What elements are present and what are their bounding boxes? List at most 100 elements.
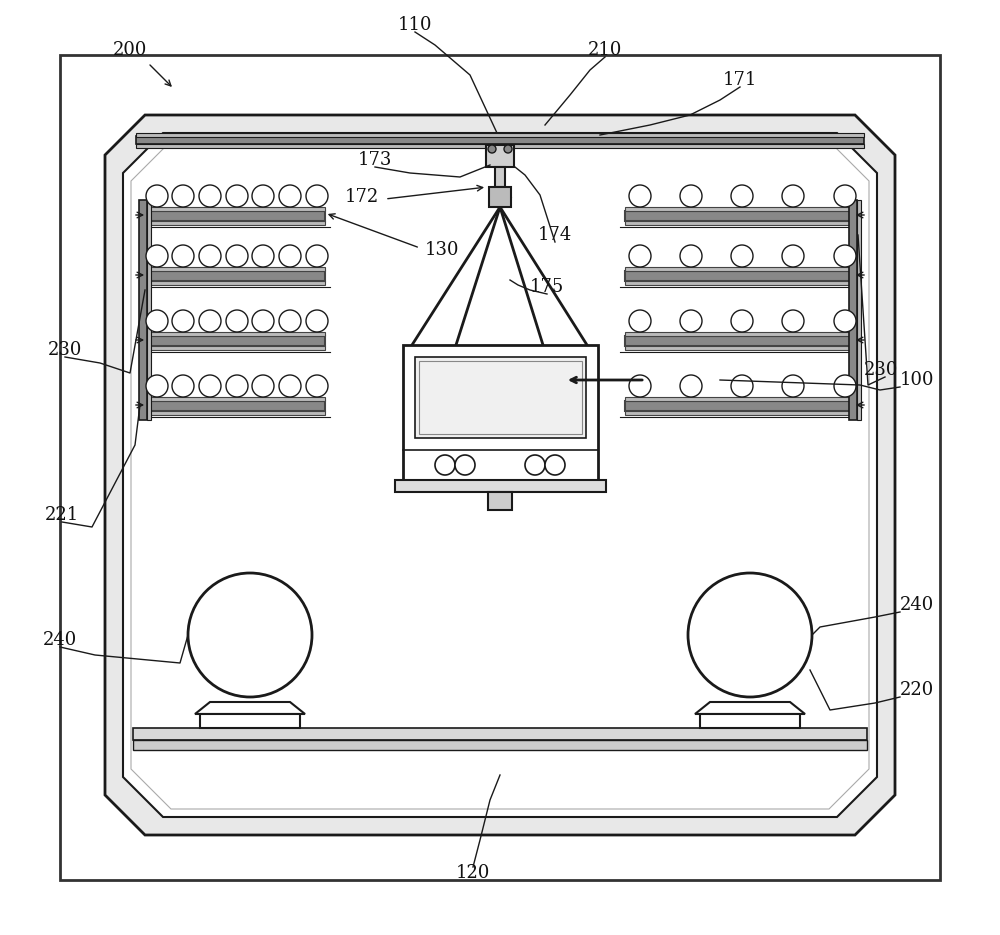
Polygon shape	[145, 207, 325, 211]
Circle shape	[525, 455, 545, 475]
Polygon shape	[403, 345, 598, 480]
Polygon shape	[145, 346, 325, 350]
Circle shape	[834, 185, 856, 207]
Circle shape	[504, 145, 512, 153]
Circle shape	[834, 310, 856, 332]
Circle shape	[146, 245, 168, 267]
Circle shape	[172, 375, 194, 397]
Polygon shape	[849, 200, 857, 420]
Circle shape	[629, 185, 651, 207]
Polygon shape	[145, 411, 325, 415]
Circle shape	[279, 185, 301, 207]
Polygon shape	[105, 115, 895, 835]
Polygon shape	[415, 357, 586, 438]
Polygon shape	[625, 281, 855, 285]
Circle shape	[435, 455, 455, 475]
Circle shape	[629, 245, 651, 267]
Circle shape	[279, 310, 301, 332]
Polygon shape	[625, 211, 855, 221]
Circle shape	[545, 455, 565, 475]
Circle shape	[226, 375, 248, 397]
Circle shape	[680, 310, 702, 332]
Circle shape	[252, 375, 274, 397]
Polygon shape	[145, 401, 325, 411]
Polygon shape	[857, 200, 861, 420]
Text: 200: 200	[113, 41, 147, 59]
Polygon shape	[136, 136, 864, 144]
Circle shape	[731, 310, 753, 332]
Circle shape	[252, 310, 274, 332]
Polygon shape	[625, 267, 855, 271]
Text: 120: 120	[456, 864, 490, 882]
Polygon shape	[625, 207, 855, 211]
Circle shape	[199, 375, 221, 397]
Polygon shape	[625, 346, 855, 350]
Text: 174: 174	[538, 226, 572, 244]
Polygon shape	[133, 740, 867, 750]
Text: 220: 220	[900, 681, 934, 699]
Polygon shape	[145, 397, 325, 401]
Polygon shape	[488, 492, 512, 510]
Circle shape	[782, 310, 804, 332]
Polygon shape	[136, 133, 864, 137]
Polygon shape	[195, 702, 305, 714]
Circle shape	[782, 245, 804, 267]
Circle shape	[226, 245, 248, 267]
Circle shape	[680, 375, 702, 397]
Polygon shape	[625, 271, 855, 281]
Circle shape	[306, 375, 328, 397]
Polygon shape	[489, 187, 511, 207]
Circle shape	[279, 245, 301, 267]
Circle shape	[306, 185, 328, 207]
Circle shape	[199, 245, 221, 267]
Circle shape	[199, 310, 221, 332]
Polygon shape	[145, 267, 325, 271]
Polygon shape	[123, 133, 877, 817]
Polygon shape	[486, 145, 514, 167]
Polygon shape	[625, 411, 855, 415]
Circle shape	[680, 185, 702, 207]
Polygon shape	[625, 401, 855, 411]
Circle shape	[455, 455, 475, 475]
Polygon shape	[145, 211, 325, 221]
Polygon shape	[395, 480, 606, 492]
Polygon shape	[145, 271, 325, 281]
Circle shape	[199, 185, 221, 207]
Circle shape	[306, 245, 328, 267]
Circle shape	[172, 185, 194, 207]
Text: 172: 172	[345, 188, 379, 206]
Text: 230: 230	[48, 341, 82, 359]
Text: 240: 240	[900, 596, 934, 614]
Polygon shape	[145, 332, 325, 336]
Polygon shape	[625, 221, 855, 225]
Text: 110: 110	[398, 16, 432, 34]
Circle shape	[731, 245, 753, 267]
Circle shape	[834, 375, 856, 397]
Circle shape	[146, 375, 168, 397]
Polygon shape	[145, 336, 325, 346]
Polygon shape	[145, 221, 325, 225]
Polygon shape	[695, 702, 805, 714]
Circle shape	[226, 310, 248, 332]
Polygon shape	[200, 714, 300, 728]
Circle shape	[188, 573, 312, 697]
Polygon shape	[625, 332, 855, 336]
Polygon shape	[133, 728, 867, 740]
Text: 240: 240	[43, 631, 77, 649]
Polygon shape	[139, 200, 147, 420]
Circle shape	[226, 185, 248, 207]
Circle shape	[731, 185, 753, 207]
Polygon shape	[147, 200, 151, 420]
Text: 175: 175	[530, 278, 564, 296]
Polygon shape	[625, 336, 855, 346]
Polygon shape	[495, 167, 505, 187]
Circle shape	[834, 245, 856, 267]
Text: 130: 130	[425, 241, 459, 259]
Text: 173: 173	[358, 151, 392, 169]
Polygon shape	[136, 144, 864, 148]
Circle shape	[252, 185, 274, 207]
Polygon shape	[60, 55, 940, 880]
Circle shape	[306, 310, 328, 332]
Circle shape	[172, 310, 194, 332]
Text: 221: 221	[45, 506, 79, 524]
